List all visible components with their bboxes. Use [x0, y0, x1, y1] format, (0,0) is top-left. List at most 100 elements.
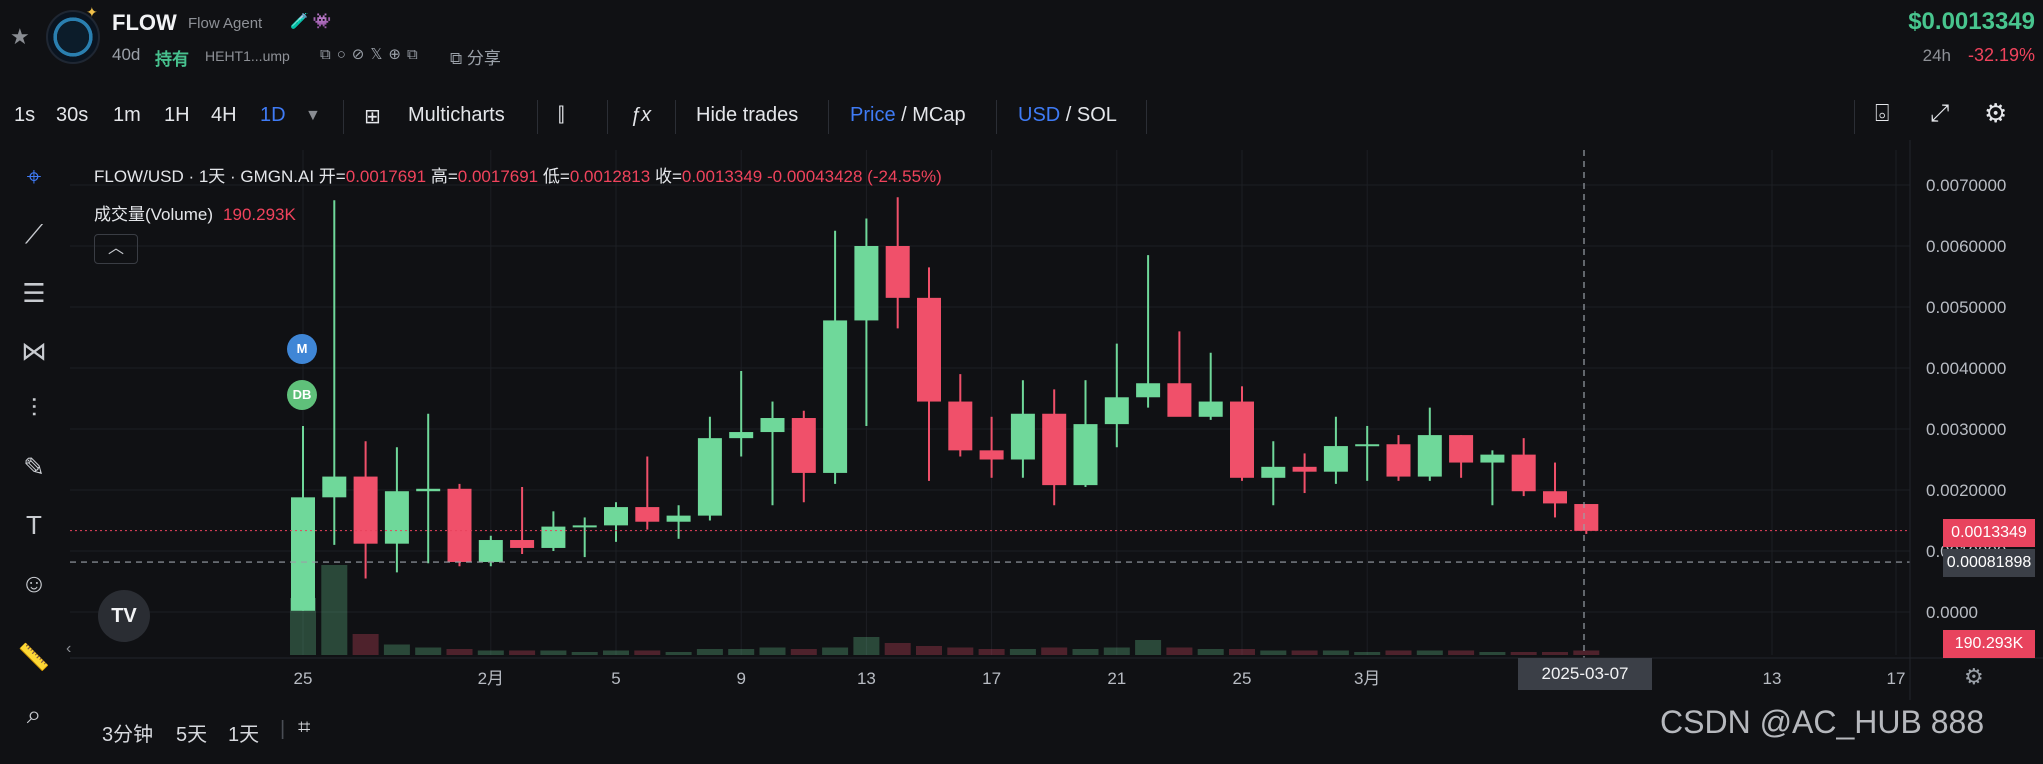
sol-option[interactable]: SOL [1076, 104, 1117, 126]
fullscreen-icon[interactable]: ⤢ [1930, 100, 1950, 127]
volume-bar [1072, 649, 1099, 655]
date-range-icon[interactable]: ⌗ [298, 714, 311, 739]
candle-body [384, 491, 409, 544]
add-indicator-icon[interactable]: ⊞ [364, 106, 381, 128]
trendline-icon[interactable]: ⟋ [24, 219, 44, 249]
candle-body [604, 507, 628, 526]
hold-label[interactable]: 持有 [155, 50, 189, 69]
time-axis: 25 2月 5 9 13 17 21 25 3月 13 17 [294, 669, 1906, 688]
x-tick-label: 25 [294, 669, 313, 688]
axis-settings-icon[interactable]: ⚙ [1964, 664, 1984, 689]
indicators-fx-icon[interactable]: ƒx [630, 104, 652, 126]
collapse-rail-icon[interactable]: ‹ [66, 640, 72, 657]
legend-open-label: 开 [318, 167, 336, 186]
volume-bar [790, 649, 817, 655]
interval-1s[interactable]: 1s [14, 104, 36, 126]
range-1d[interactable]: 1天 [228, 724, 260, 746]
toolbar-divider [996, 100, 997, 134]
price-option[interactable]: Price [850, 104, 896, 126]
volume-bar [1291, 650, 1318, 655]
interval-1d[interactable]: 1D [260, 104, 286, 126]
toolbar-divider [537, 100, 538, 134]
candle-body [854, 246, 879, 321]
horizontal-lines-icon[interactable]: ☰ [22, 277, 46, 308]
volume-bar [916, 646, 942, 655]
volume-bar [415, 647, 442, 655]
marker-m[interactable]: M [287, 334, 317, 364]
volume-bar [446, 649, 473, 655]
bottom-divider: | [280, 718, 286, 740]
candle-body [1261, 466, 1286, 478]
candle-body [1511, 454, 1536, 492]
candle-body [635, 507, 660, 522]
interval-1m[interactable]: 1m [113, 104, 141, 126]
candle-body [760, 418, 785, 433]
volume-bar [383, 644, 410, 655]
mcap-option[interactable]: MCap [912, 104, 966, 126]
interval-4h[interactable]: 4H [211, 104, 237, 126]
usd-option[interactable]: USD [1018, 104, 1061, 126]
candle-body [1167, 383, 1192, 417]
volume-bar [1542, 652, 1568, 655]
token-address[interactable]: HEHT1...ump [205, 48, 290, 64]
price-mcap-toggle[interactable]: Price / MCap [850, 104, 966, 126]
volume-bar [571, 652, 598, 655]
crosshair-icon[interactable]: ⌖ [26, 161, 42, 191]
marker-db[interactable]: DB [287, 380, 317, 410]
interval-30s[interactable]: 30s [56, 104, 89, 126]
toolbar-divider [828, 100, 829, 134]
ruler-icon[interactable]: 📏 [17, 641, 51, 672]
volume-bar [1448, 650, 1475, 655]
volume-bar [1197, 649, 1224, 655]
favorite-star-icon[interactable]: ★ [10, 24, 30, 49]
toolbar-divider [607, 100, 608, 134]
x-tick-label: 5 [611, 669, 620, 688]
token-subtitle: Flow Agent [188, 15, 263, 32]
chart-toolbar: 1s 30s 1m 1H 4H 1D ▼ ⊞ Multicharts ⫿ ƒx … [0, 96, 2043, 140]
y-tick-label: 0.0020000 [1926, 481, 2006, 500]
hide-trades-button[interactable]: Hide trades [696, 104, 799, 126]
candle-body [478, 540, 503, 562]
multicharts-button[interactable]: Multicharts [408, 104, 505, 126]
camera-icon[interactable]: ⌻ [1875, 100, 1890, 127]
pattern-icon[interactable]: ⋈ [21, 335, 47, 366]
brush-icon[interactable]: ✎ [23, 451, 45, 482]
y-tick-label: 0.0030000 [1926, 420, 2006, 439]
tradingview-logo[interactable]: TV [98, 590, 150, 642]
social-link-icons[interactable]: ⧉○⊘𝕏⊕⧉ [320, 46, 424, 63]
candle-style-icon[interactable]: ⫿ [558, 104, 565, 126]
volume-bar [1229, 649, 1255, 655]
share-button[interactable]: ⧉ 分享 [450, 49, 501, 68]
currency-toggle[interactable]: USD / SOL [1018, 104, 1117, 126]
volume-legend: 成交量(Volume) 190.293K [94, 200, 296, 225]
fib-lines-icon[interactable]: ⫶ [30, 393, 38, 423]
legend-change: -0.00043428 (-24.55%) [766, 167, 942, 186]
volume-bar [696, 649, 723, 655]
range-5d[interactable]: 5天 [176, 724, 208, 746]
volume-bar [978, 649, 1005, 655]
candle-body [823, 320, 848, 473]
emoji-icon[interactable]: ☺ [20, 567, 48, 598]
volume-bar [728, 649, 755, 655]
candle-body [1073, 424, 1098, 486]
interval-dropdown-icon[interactable]: ▼ [305, 107, 321, 124]
x-tick-label: 21 [1107, 669, 1126, 688]
volume-bar [1510, 652, 1537, 655]
zoom-icon[interactable]: ⌕ [26, 699, 42, 729]
volume-bar [1166, 647, 1193, 655]
volume-bar [822, 647, 849, 655]
volume-bar [884, 643, 911, 655]
collapse-legend-button[interactable]: ︿ [94, 234, 138, 264]
settings-icon[interactable]: ⚙ [1984, 98, 2008, 128]
y-tick-label: 0.0050000 [1926, 298, 2006, 317]
toolbar-divider [1146, 100, 1147, 134]
text-tool-icon[interactable]: T [26, 509, 42, 540]
interval-1h[interactable]: 1H [164, 104, 190, 126]
candle-body [1543, 491, 1567, 504]
candle-body [917, 297, 941, 402]
watermark: CSDN @AC_HUB 888 [1660, 704, 1985, 740]
bottom-bar: 3分钟 5天 1天 | ⌗ [0, 704, 2043, 764]
range-3min[interactable]: 3分钟 [102, 724, 154, 746]
candle-body [322, 476, 347, 498]
